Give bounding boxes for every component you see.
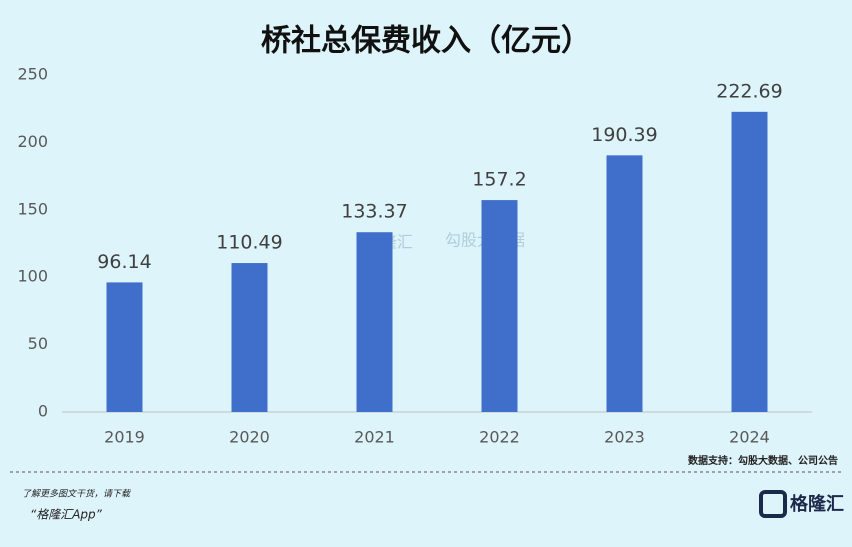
- x-tick-label: 2020: [229, 428, 270, 447]
- data-label: 96.14: [97, 251, 151, 273]
- y-tick-label: 150: [17, 199, 48, 218]
- logo-text: 格隆汇: [790, 493, 844, 515]
- data-label: 110.49: [216, 232, 282, 254]
- logo-icon: [759, 490, 787, 518]
- y-tick-label: 200: [17, 132, 48, 151]
- data-label: 222.69: [716, 80, 782, 102]
- x-tick-label: 2021: [354, 428, 395, 447]
- y-tick-label: 0: [38, 402, 48, 421]
- y-tick-label: 50: [28, 334, 48, 353]
- x-tick-label: 2024: [729, 428, 770, 447]
- y-tick-label: 250: [17, 65, 48, 84]
- x-tick-label: 2023: [604, 428, 645, 447]
- x-tick-label: 2022: [479, 428, 520, 447]
- bar: [106, 282, 143, 412]
- chart-title: 桥社总保费收入（亿元）: [261, 24, 591, 59]
- data-label: 157.2: [472, 169, 526, 191]
- bar: [731, 111, 768, 413]
- data-label: 190.39: [591, 124, 657, 146]
- footer-app: “格隆汇App”: [30, 508, 103, 522]
- bar: [606, 155, 643, 412]
- data-label: 133.37: [341, 201, 407, 223]
- bar: [356, 232, 393, 412]
- source: 数据支持：勾股大数据、公司公告: [688, 454, 838, 467]
- footer-text: 了解更多图文干货，请下载: [22, 489, 131, 500]
- bar: [481, 200, 518, 412]
- x-tick-label: 2019: [104, 428, 145, 447]
- bar: [231, 263, 268, 412]
- y-tick-label: 100: [17, 267, 48, 286]
